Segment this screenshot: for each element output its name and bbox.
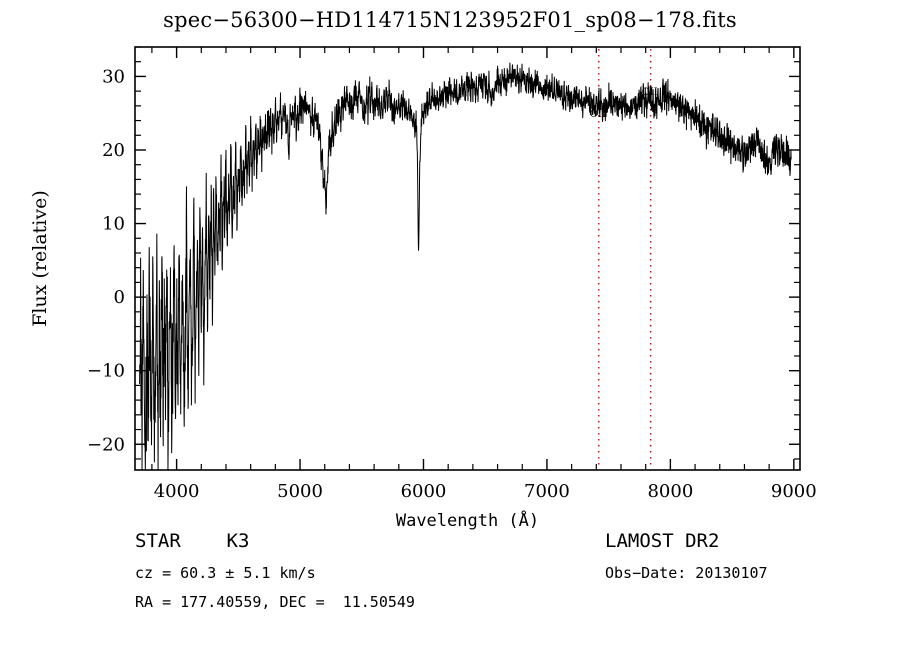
x-tick-label: 8000 xyxy=(647,481,693,502)
footer-left-column: STAR K3 cz = 60.3 ± 5.1 km/s RA = 177.40… xyxy=(135,530,415,612)
x-tick-label: 6000 xyxy=(401,481,447,502)
y-axis-title: Flux (relative) xyxy=(29,190,51,327)
y-tick-label: 10 xyxy=(102,214,125,235)
obs-date-label: Obs−Date: 20130107 xyxy=(605,564,768,582)
x-tick-label: 9000 xyxy=(771,481,817,502)
spectrum-trace xyxy=(139,62,792,471)
y-tick-label: 20 xyxy=(102,140,125,161)
coordinates-label: RA = 177.40559, DEC = 11.50549 xyxy=(135,593,415,611)
spectrum-chart: 4000 5000 6000 7000 8000 9000 −20 −10 0 10 20 30 Wav… xyxy=(29,46,817,531)
y-tick-label: 0 xyxy=(114,287,125,308)
metadata-footer: STAR K3 cz = 60.3 ± 5.1 km/s RA = 177.40… xyxy=(0,530,900,650)
y-tick-label: 30 xyxy=(102,66,125,87)
page-title: spec−56300−HD114715N123952F01_sp08−178.f… xyxy=(163,8,737,32)
x-axis-title: Wavelength (Å) xyxy=(396,509,539,531)
plot-frame xyxy=(134,46,801,471)
footer-right-column: LAMOST DR2 Obs−Date: 20130107 xyxy=(605,530,768,593)
x-tick-label: 5000 xyxy=(277,481,323,502)
y-tick-label: −20 xyxy=(87,434,125,455)
object-type-label: STAR K3 xyxy=(135,530,250,552)
y-tick-label: −10 xyxy=(87,361,125,382)
survey-label: LAMOST DR2 xyxy=(605,530,720,552)
redshift-label: cz = 60.3 ± 5.1 km/s xyxy=(135,564,316,582)
x-tick-label: 7000 xyxy=(524,481,570,502)
x-tick-label: 4000 xyxy=(154,481,200,502)
